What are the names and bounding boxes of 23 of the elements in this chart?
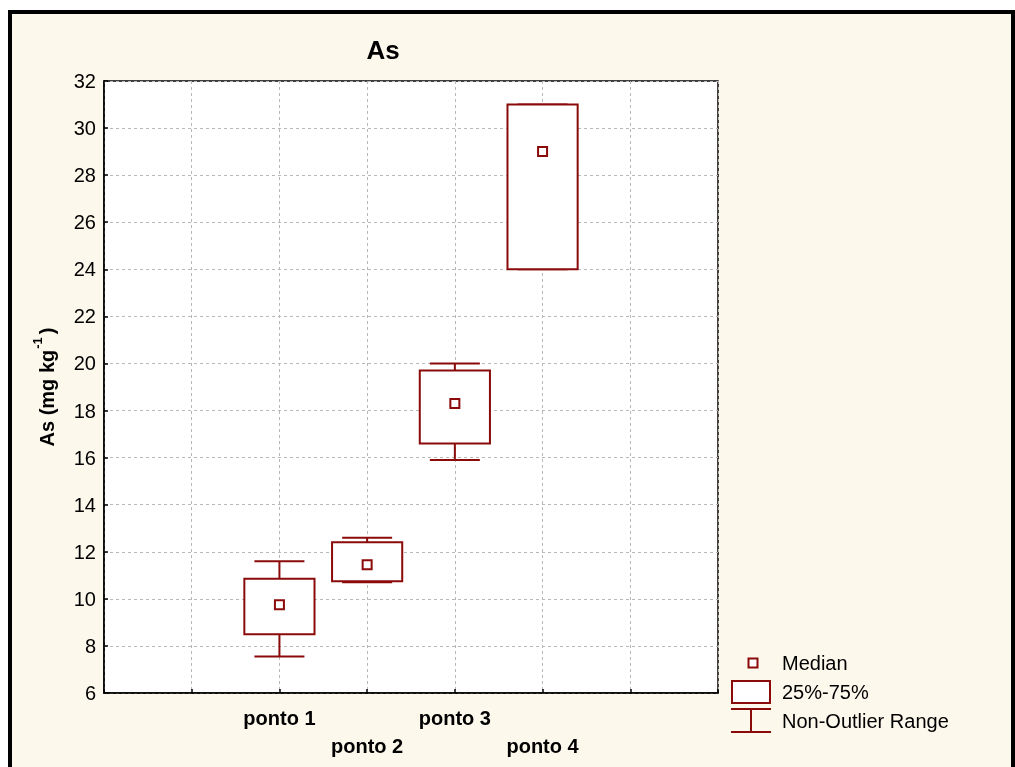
y-tick-label: 16 bbox=[73, 446, 96, 469]
x-tick-label: ponto 2 bbox=[331, 735, 404, 757]
x-tick-label: ponto 4 bbox=[506, 735, 580, 757]
y-tick-label: 8 bbox=[84, 634, 96, 657]
chart-title: As bbox=[366, 35, 400, 65]
y-tick-label: 32 bbox=[73, 70, 96, 92]
x-tick-label: ponto 3 bbox=[418, 707, 491, 729]
y-tick-label: 28 bbox=[73, 164, 96, 187]
y-tick-label: 12 bbox=[73, 540, 96, 563]
y-tick-label: 18 bbox=[73, 399, 96, 422]
y-tick-label: 30 bbox=[73, 117, 96, 140]
y-tick-label: 14 bbox=[73, 493, 96, 516]
text: Median bbox=[782, 650, 848, 675]
text: Non-Outlier Range bbox=[782, 708, 949, 733]
text: 25%-75% bbox=[782, 679, 869, 704]
y-tick-label: 20 bbox=[73, 352, 96, 375]
y-tick-label: 10 bbox=[73, 587, 96, 610]
x-tick-label: ponto 1 bbox=[243, 707, 316, 729]
y-tick-label: 6 bbox=[84, 682, 96, 704]
y-axis-title: As (mg kg-1) bbox=[30, 327, 58, 447]
y-tick-label: 24 bbox=[73, 258, 96, 281]
y-tick-label: 22 bbox=[73, 305, 96, 328]
y-tick-label: 26 bbox=[73, 211, 96, 234]
